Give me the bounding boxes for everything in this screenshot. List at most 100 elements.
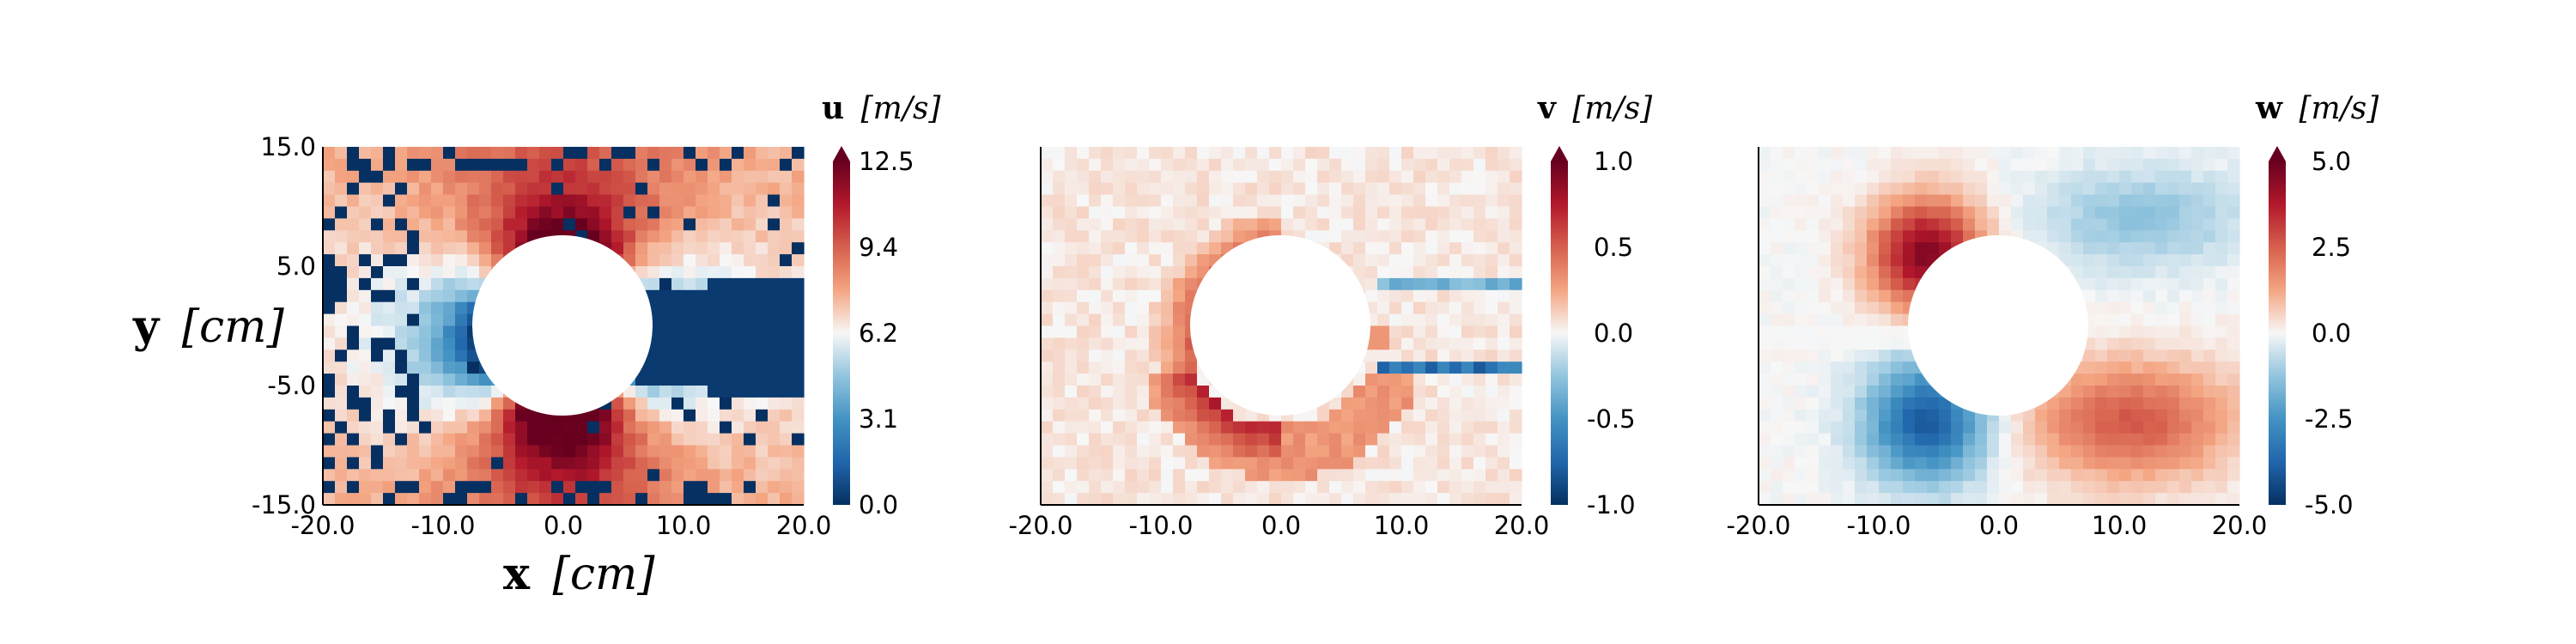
heatmap-cell — [575, 194, 588, 208]
heatmap-cell — [1473, 266, 1486, 279]
heatmap-cell — [1149, 182, 1162, 196]
heatmap-cell — [539, 421, 552, 434]
heatmap-cell — [1197, 170, 1210, 184]
heatmap-cell — [1089, 349, 1102, 362]
heatmap-cell — [2143, 361, 2156, 374]
heatmap-cell — [659, 337, 672, 350]
heatmap-cell — [744, 147, 756, 160]
heatmap-cell — [671, 421, 684, 434]
heatmap-cell — [792, 397, 805, 410]
heatmap-cell — [1855, 277, 1868, 291]
heatmap-cell — [407, 147, 420, 160]
heatmap-cell — [2095, 313, 2108, 327]
heatmap-cell — [756, 206, 769, 219]
heatmap-cell — [383, 325, 396, 338]
heatmap-cell — [768, 313, 781, 327]
heatmap-cell — [407, 445, 420, 458]
heatmap-cell — [383, 218, 396, 231]
heatmap-cell — [2191, 147, 2204, 160]
heatmap-cell — [323, 445, 336, 458]
y-tick-label: 15.0 — [260, 132, 316, 161]
heatmap-cell — [1089, 254, 1102, 267]
heatmap-cell — [1975, 182, 1988, 196]
heatmap-cell — [1473, 493, 1486, 506]
heatmap-cell — [1305, 493, 1318, 506]
x-tick-label: 10.0 — [2092, 511, 2148, 540]
heatmap-cell — [1867, 421, 1880, 434]
heatmap-cell — [2011, 206, 2024, 219]
heatmap-cell — [1401, 230, 1414, 243]
heatmap-cell — [359, 457, 372, 470]
heatmap-cell — [792, 469, 805, 482]
heatmap-cell — [1437, 325, 1450, 338]
heatmap-cell — [1498, 386, 1510, 398]
heatmap-cell — [1161, 289, 1174, 303]
heatmap-cell — [2143, 421, 2156, 434]
heatmap-cell — [2035, 194, 2048, 208]
heatmap-cell — [2011, 493, 2024, 506]
heatmap-cell — [2095, 147, 2108, 160]
heatmap-cell — [732, 421, 744, 434]
heatmap-cell — [1413, 457, 1426, 470]
heatmap-cell — [683, 170, 696, 184]
heatmap-cell — [1759, 266, 1771, 279]
heatmap-cell — [1365, 230, 1378, 243]
heatmap-cell — [2203, 277, 2216, 291]
heatmap-cell — [1437, 242, 1450, 255]
heatmap-cell — [443, 182, 456, 196]
heatmap-cell — [1161, 349, 1174, 362]
heatmap-cell — [1819, 325, 1832, 338]
heatmap-cell — [1939, 445, 1952, 458]
heatmap-cell — [1353, 230, 1366, 243]
heatmap-cell — [1498, 445, 1510, 458]
heatmap-cell — [1807, 277, 1820, 291]
heatmap-cell — [1771, 361, 1783, 374]
heatmap-cell — [1831, 445, 1844, 458]
heatmap-cell — [479, 206, 492, 219]
heatmap-cell — [371, 457, 384, 470]
heatmap-cell — [1317, 170, 1330, 184]
heatmap-cell — [1173, 397, 1186, 410]
heatmap-cell — [455, 445, 468, 458]
heatmap-cell — [1831, 361, 1844, 374]
heatmap-cell — [2179, 277, 2192, 291]
heatmap-cell — [1305, 457, 1318, 470]
heatmap-cell — [1915, 206, 1928, 219]
heatmap-cell — [635, 493, 648, 506]
heatmap-cell — [2191, 277, 2204, 291]
heatmap-cell — [780, 242, 793, 255]
heatmap-cell — [443, 349, 456, 362]
heatmap-cell — [1867, 349, 1880, 362]
heatmap-cell — [659, 266, 672, 279]
heatmap-cell — [2179, 325, 2192, 338]
heatmap-cell — [371, 170, 384, 184]
heatmap-cell — [768, 397, 781, 410]
heatmap-cell — [1855, 433, 1868, 447]
heatmap-cell — [780, 469, 793, 482]
heatmap-cell — [443, 266, 456, 279]
heatmap-cell — [1485, 194, 1498, 208]
heatmap-cell — [1975, 457, 1988, 470]
heatmap-cell — [1413, 409, 1426, 422]
heatmap-cell — [1510, 445, 1522, 458]
heatmap-cell — [323, 421, 336, 434]
heatmap-cell — [2083, 349, 2096, 362]
heatmap-cell — [2035, 218, 2048, 231]
heatmap-cell — [1365, 421, 1378, 434]
heatmap-cell — [1389, 457, 1402, 470]
heatmap-cell — [1831, 266, 1844, 279]
heatmap-cell — [479, 409, 492, 422]
heatmap-cell — [2155, 194, 2168, 208]
heatmap-cell — [1401, 182, 1414, 196]
heatmap-cell — [323, 433, 336, 447]
heatmap-cell — [1771, 349, 1783, 362]
heatmap-cell — [1101, 349, 1114, 362]
heatmap-cell — [1855, 289, 1868, 303]
heatmap-cell — [1843, 433, 1856, 447]
heatmap-cell — [1927, 147, 1940, 160]
heatmap-cell — [683, 182, 696, 196]
heatmap-cell — [671, 170, 684, 184]
heatmap-cell — [443, 469, 456, 482]
heatmap-cell — [1089, 194, 1102, 208]
heatmap-cell — [1185, 254, 1198, 267]
